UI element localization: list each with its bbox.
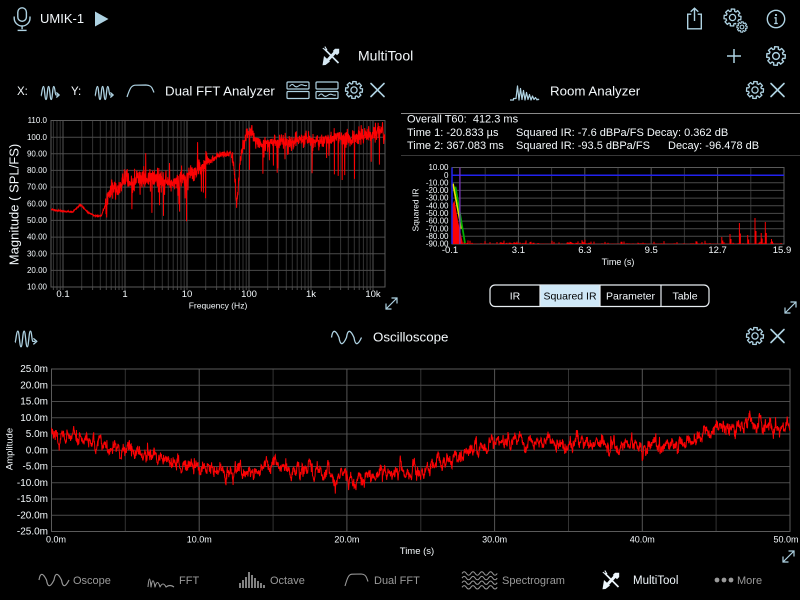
svg-text:0: 0 [444,171,449,180]
svg-text:10.0m: 10.0m [187,535,212,545]
svg-text:Oscope: Oscope [73,575,111,587]
svg-text:100.0: 100.0 [27,133,48,142]
svg-text:Overall T60: 412.3 ms: Overall T60: 412.3 ms [407,114,519,126]
svg-text:Frequency (Hz): Frequency (Hz) [189,301,248,311]
svg-text:5.0m: 5.0m [26,429,48,440]
svg-text:-10.00: -10.00 [426,178,449,187]
svg-text:Dual FFT Analyzer: Dual FFT Analyzer [165,84,275,99]
svg-text:More: More [737,575,762,587]
svg-text:40.0m: 40.0m [630,535,655,545]
svg-text:Squared IR: Squared IR [543,291,597,303]
svg-text:40.00: 40.00 [27,233,48,242]
svg-text:Magnitude ( SPL/FS): Magnitude ( SPL/FS) [7,144,22,265]
svg-text:-80.00: -80.00 [426,232,449,241]
svg-text:0.1: 0.1 [56,289,69,300]
svg-text:30.0m: 30.0m [482,535,507,545]
svg-text:110.0: 110.0 [28,116,48,125]
svg-text:50.0m: 50.0m [773,535,798,545]
svg-text:MultiTool: MultiTool [358,48,413,64]
svg-text:MultiTool: MultiTool [633,575,678,587]
svg-text:-50.00: -50.00 [426,209,449,218]
svg-text:-20.00: -20.00 [426,186,449,195]
svg-text:0.0m: 0.0m [46,535,66,545]
svg-text:10k: 10k [365,289,381,300]
svg-text:0.0m: 0.0m [26,445,48,456]
svg-text:20.0m: 20.0m [20,380,48,391]
svg-text:25.0m: 25.0m [20,364,48,375]
svg-text:15.0m: 15.0m [20,397,48,408]
svg-text:50.00: 50.00 [27,216,48,225]
svg-text:3.1: 3.1 [512,245,525,256]
svg-text:IR: IR [510,291,521,303]
svg-text:-60.00: -60.00 [426,217,449,226]
svg-text:UMIK-1: UMIK-1 [40,11,84,26]
svg-text:Time (s): Time (s) [400,546,434,557]
svg-text:10: 10 [182,289,193,300]
svg-text:-15.0m: -15.0m [17,494,48,505]
svg-text:10.00: 10.00 [428,163,449,172]
svg-text:Squared IR: -93.5 dBPa/FS: Squared IR: -93.5 dBPa/FS [516,140,650,152]
svg-text:-70.00: -70.00 [426,224,449,233]
svg-text:70.00: 70.00 [27,183,48,192]
svg-text:Dual FFT: Dual FFT [374,575,420,587]
svg-text:-90.00: -90.00 [426,240,449,249]
svg-text:9.5: 9.5 [645,245,658,256]
svg-text:80.00: 80.00 [27,166,48,175]
svg-text:Time 2: 367.083 ms: Time 2: 367.083 ms [407,140,504,152]
svg-text:100: 100 [241,289,257,300]
svg-text:-40.00: -40.00 [426,201,449,210]
svg-text:60.00: 60.00 [27,199,48,208]
svg-text:30.00: 30.00 [27,249,48,258]
svg-text:Decay: -96.478 dB: Decay: -96.478 dB [668,140,759,152]
svg-text:10.00: 10.00 [27,283,48,292]
svg-text:Y:: Y: [71,86,81,98]
svg-text:Time (s): Time (s) [602,257,635,267]
svg-text:12.7: 12.7 [708,245,727,256]
svg-text:Time 1: -20.833 µs: Time 1: -20.833 µs [407,127,499,139]
svg-text:15.9: 15.9 [773,245,792,256]
svg-text:-25.0m: -25.0m [17,527,48,538]
svg-text:1: 1 [122,289,127,300]
svg-text:FFT: FFT [179,575,199,587]
svg-text:10.0m: 10.0m [20,413,48,424]
svg-text:1k: 1k [306,289,316,300]
svg-text:Table: Table [672,291,697,303]
svg-text:Amplitude: Amplitude [5,428,16,470]
svg-text:Squared IR: Squared IR [411,189,421,232]
svg-text:Room Analyzer: Room Analyzer [550,84,641,99]
svg-text:-5.0m: -5.0m [22,462,48,473]
svg-text:Oscilloscope: Oscilloscope [373,330,448,345]
svg-text:Parameter: Parameter [606,291,656,303]
svg-text:Squared IR: -7.6 dBPa/FS Decay: Squared IR: -7.6 dBPa/FS Decay: 0.362 dB [516,127,728,139]
svg-text:-30.00: -30.00 [426,194,449,203]
svg-text:6.3: 6.3 [578,245,591,256]
svg-text:Octave: Octave [270,575,305,587]
svg-text:-20.0m: -20.0m [17,510,48,521]
svg-text:Spectrogram: Spectrogram [502,575,565,587]
svg-text:20.0m: 20.0m [334,535,359,545]
svg-text:90.00: 90.00 [27,149,48,158]
svg-text:20.00: 20.00 [27,266,48,275]
svg-text:-0.1: -0.1 [442,245,458,256]
svg-text:X:: X: [17,86,28,98]
svg-text:-10.0m: -10.0m [17,478,48,489]
